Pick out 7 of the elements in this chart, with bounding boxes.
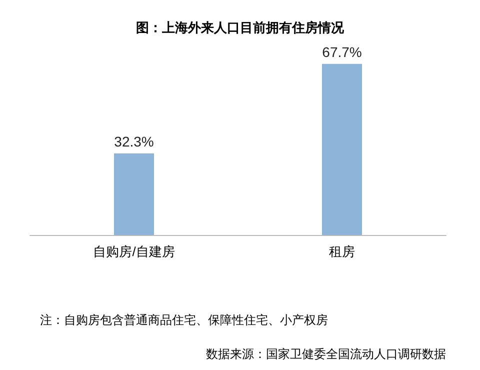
x-tick-label: 自购房/自建房 — [93, 244, 175, 259]
chart-title: 图：上海外来人口目前拥有住房情况 — [136, 20, 345, 35]
x-tick-label: 租房 — [329, 244, 355, 259]
data-label: 67.7% — [322, 44, 362, 60]
text: 注：自购房包含普通商品住宅、保障性住宅、小产权房 — [40, 313, 328, 327]
data-label: 32.3% — [114, 133, 154, 150]
source-note: 数据来源：国家卫健委全国流动人口调研数据 — [206, 347, 446, 361]
